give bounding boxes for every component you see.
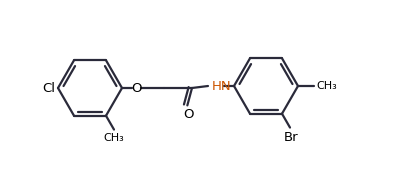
Text: O: O [183, 108, 193, 121]
Text: O: O [131, 82, 141, 94]
Text: Br: Br [284, 130, 298, 144]
Text: HN: HN [212, 80, 232, 93]
Text: Cl: Cl [42, 82, 55, 94]
Text: CH₃: CH₃ [104, 132, 124, 143]
Text: CH₃: CH₃ [316, 81, 337, 91]
